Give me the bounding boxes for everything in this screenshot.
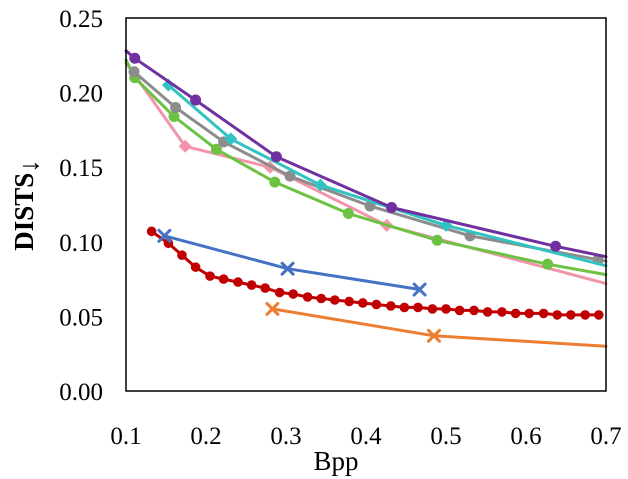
- data-point: [313, 178, 327, 192]
- y-tick-label: 0.20: [59, 81, 103, 108]
- data-point: [246, 280, 257, 290]
- data-point: [454, 305, 465, 316]
- data-point: [427, 304, 438, 314]
- data-point: [342, 207, 354, 219]
- series-purple-circle: [124, 49, 608, 259]
- data-point: [469, 305, 479, 316]
- series-layer: [124, 49, 608, 348]
- data-point: [265, 301, 280, 316]
- data-point: [224, 132, 238, 146]
- data-point: [552, 310, 562, 320]
- data-point: [302, 292, 313, 302]
- y-tick-labels: 0.00 0.05 0.10 0.15 0.20 0.25: [59, 6, 103, 406]
- y-tick-label: 0.00: [59, 379, 103, 406]
- y-tick-label: 0.15: [59, 155, 103, 182]
- y-axis-arrow: ↓: [14, 159, 44, 173]
- x-tick-label: 0.3: [270, 423, 301, 450]
- data-point: [542, 258, 554, 270]
- data-point: [288, 289, 299, 299]
- data-point: [580, 310, 590, 320]
- data-point: [427, 328, 441, 343]
- y-tick-label: 0.25: [59, 6, 103, 33]
- series-blue-x: [157, 228, 427, 297]
- x-tick-labels: 0.1 0.2 0.3 0.4 0.5 0.6 0.7: [110, 423, 621, 450]
- data-point: [330, 295, 340, 305]
- data-point: [594, 310, 604, 320]
- series-green-circle: [124, 58, 608, 277]
- data-point: [371, 299, 382, 310]
- data-point: [344, 296, 355, 307]
- x-tick-label: 0.7: [590, 423, 621, 450]
- data-point: [524, 308, 534, 319]
- data-point: [482, 307, 493, 317]
- data-point: [399, 302, 410, 313]
- data-point: [129, 52, 141, 64]
- data-point: [431, 234, 443, 246]
- data-point: [218, 274, 229, 284]
- data-point: [168, 110, 180, 122]
- data-point: [190, 262, 201, 272]
- data-point: [128, 66, 140, 78]
- y-axis-title-group: DISTS↓: [9, 159, 44, 251]
- x-tick-label: 0.6: [510, 423, 541, 450]
- data-point: [358, 298, 368, 308]
- data-point: [177, 250, 187, 261]
- y-axis-title: DISTS↓: [9, 159, 44, 251]
- series-red-dense-circle: [146, 226, 604, 320]
- data-point: [441, 304, 451, 314]
- x-tick-label: 0.5: [430, 423, 461, 450]
- data-point: [497, 307, 507, 317]
- data-point: [170, 102, 182, 114]
- data-point: [205, 271, 215, 281]
- series-orange-x: [265, 301, 608, 348]
- data-point: [510, 308, 521, 319]
- data-point: [157, 228, 172, 243]
- x-tick-label: 0.2: [190, 423, 221, 450]
- data-point: [413, 302, 423, 313]
- data-point: [566, 310, 576, 320]
- y-tick-label: 0.05: [59, 304, 103, 331]
- data-point: [178, 139, 192, 153]
- y-tick-label: 0.10: [59, 230, 103, 257]
- data-point: [270, 151, 282, 163]
- data-point: [210, 143, 222, 155]
- data-point: [260, 283, 271, 293]
- x-axis-title: Bpp: [313, 446, 358, 476]
- data-point: [284, 170, 296, 182]
- data-point: [269, 176, 281, 188]
- data-point: [386, 301, 396, 311]
- data-point: [550, 240, 562, 252]
- x-tick-label: 0.1: [110, 423, 141, 450]
- series-line: [132, 70, 608, 263]
- data-point: [280, 261, 295, 276]
- data-point: [146, 226, 157, 237]
- x-tick-label: 0.4: [350, 423, 382, 450]
- data-point: [316, 293, 327, 304]
- data-point: [233, 277, 243, 287]
- plot-frame: [125, 17, 607, 392]
- y-axis-title-text: DISTS: [9, 173, 39, 251]
- data-point: [190, 94, 202, 106]
- data-point: [412, 282, 427, 297]
- data-point: [274, 287, 285, 298]
- data-point: [538, 308, 549, 319]
- data-point: [386, 201, 398, 213]
